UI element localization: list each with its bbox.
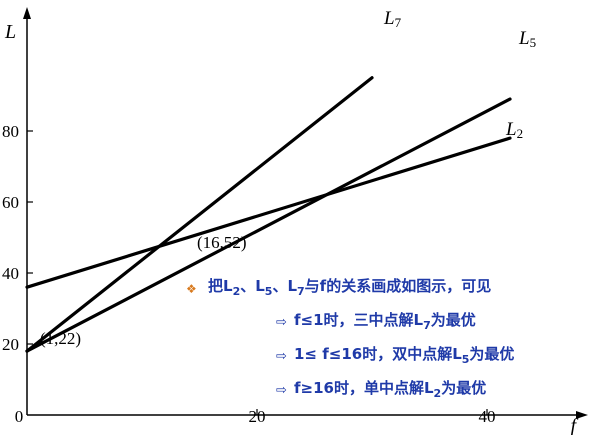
label-layer: (1,22) (16,52) [40,233,247,348]
x-tick-label: 20 [249,407,266,426]
note-text-1: f≤1时，三中点解L7为最优 [294,311,476,332]
y-tick-label: 80 [2,122,19,141]
note-line-case1: ⇨ f≤1时，三中点解L7为最优 [276,306,514,340]
x-axis-label: f [570,415,578,435]
series-label-l7: L7 [383,8,402,30]
note-line-case2: ⇨ 1≤ f≤16时，双中点解L5为最优 [276,340,514,374]
note-box: ❖ 把L2、L5、L7与f的关系画成如图示，可见 ⇨ f≤1时，三中点解L7为最… [186,272,514,408]
right-arrow-icon: ⇨ [276,383,287,398]
note-text-0: 把L2、L5、L7与f的关系画成如图示，可见 [208,277,492,298]
series-line-l5 [25,97,512,353]
x-axis-arrow [576,411,588,419]
note-text-2: 1≤ f≤16时，双中点解L5为最优 [294,345,515,366]
series-line-l7 [25,76,374,353]
axes: 0 20 40 20 40 60 80 f L [2,7,588,435]
note-line-case3: ⇨ f≥16时，单中点解L2为最优 [276,374,514,408]
point-annotation: (16,52) [197,233,247,252]
series-line-l2 [25,136,512,289]
point-annotation: (1,22) [40,329,81,348]
y-tick-label: 20 [2,335,19,354]
y-axis-arrow [23,7,31,19]
x-tick-label: 0 [15,407,24,426]
note-text-3: f≥16时，单中点解L2为最优 [294,379,487,400]
y-tick-label: 60 [2,193,19,212]
note-line-intro: ❖ 把L2、L5、L7与f的关系画成如图示，可见 [186,272,514,306]
diamond-bullet-icon: ❖ [186,282,197,296]
series-layer: L7 L5 L2 [25,8,536,353]
x-tick-label: 40 [479,407,496,426]
y-tick-label: 40 [2,264,19,283]
y-axis-label: L [4,21,16,43]
right-arrow-icon: ⇨ [276,349,287,364]
series-label-l2: L2 [505,119,523,141]
series-label-l5: L5 [518,28,536,50]
right-arrow-icon: ⇨ [276,315,287,330]
